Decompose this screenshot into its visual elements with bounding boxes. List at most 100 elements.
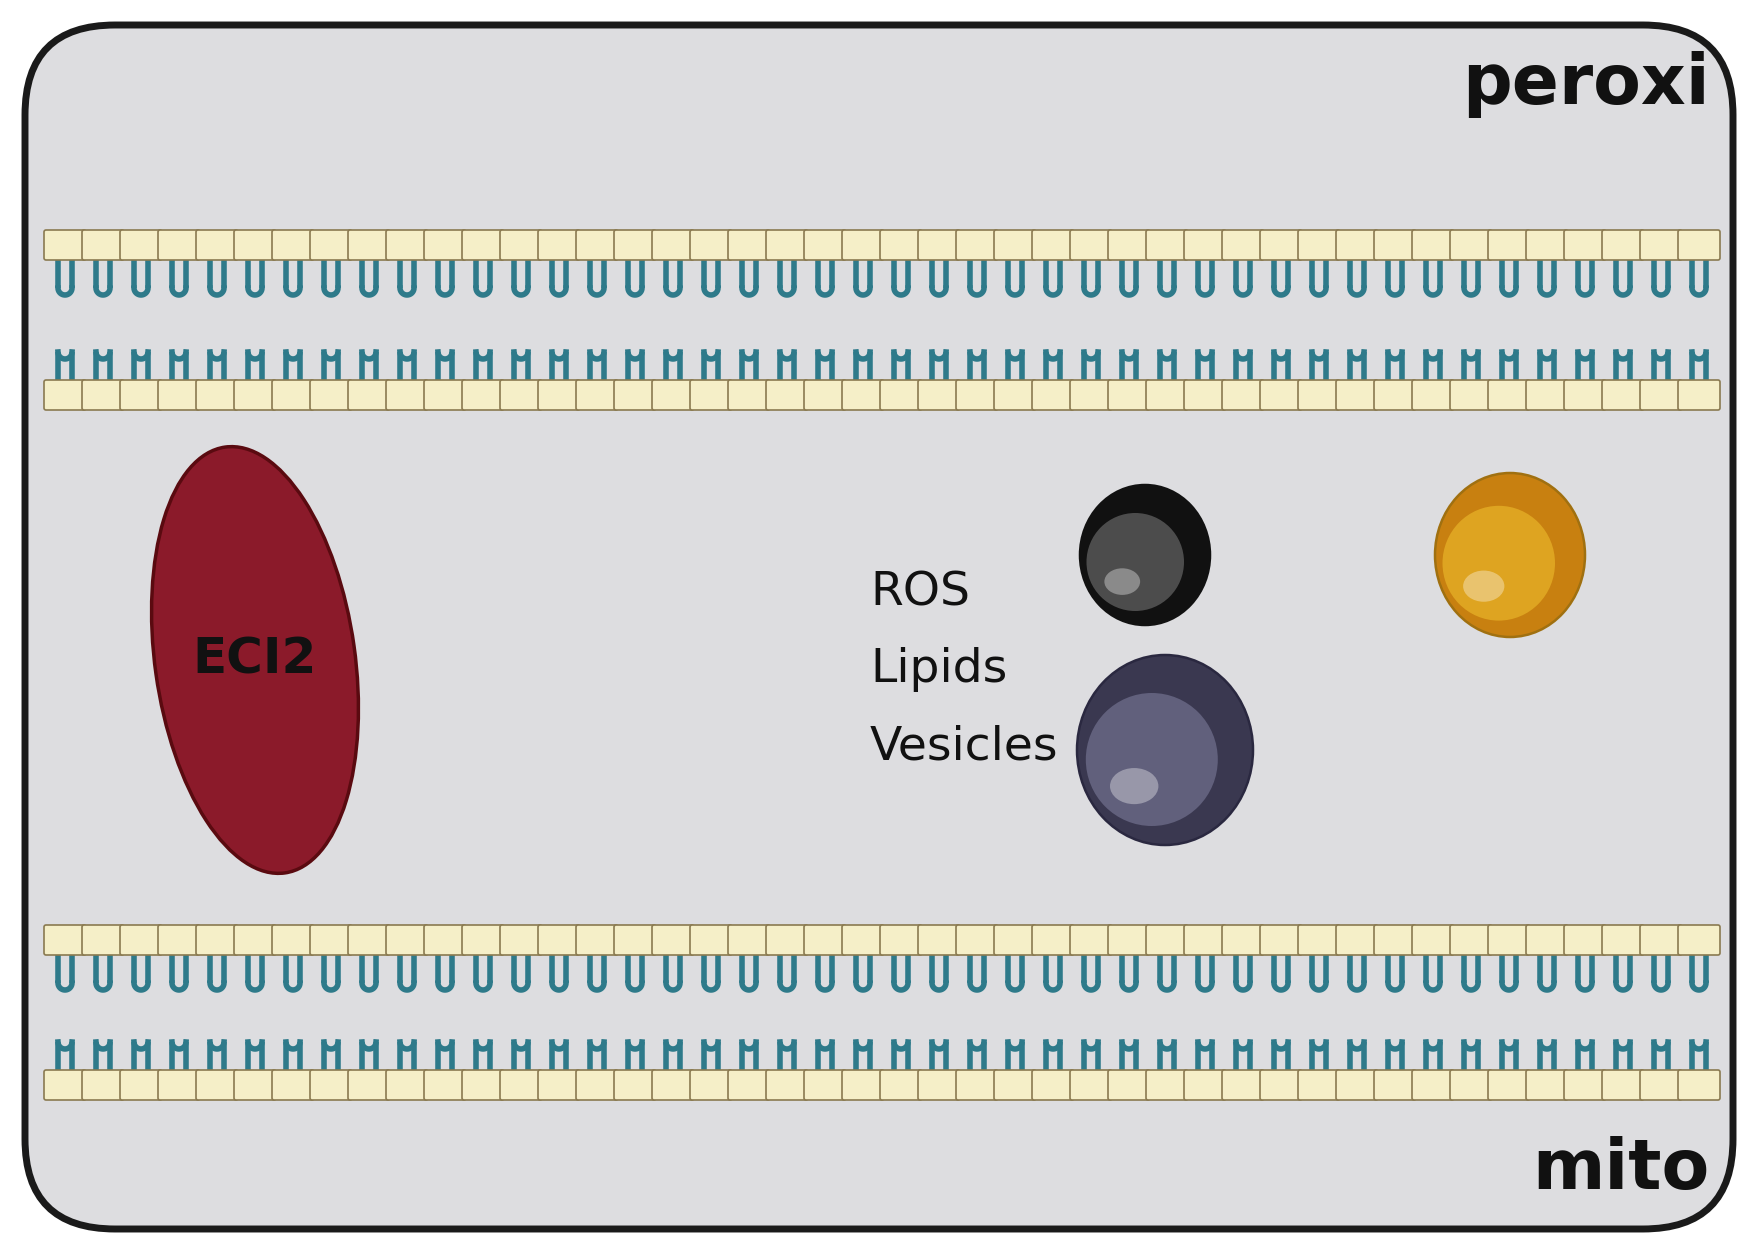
FancyBboxPatch shape xyxy=(1564,1070,1606,1100)
FancyBboxPatch shape xyxy=(613,925,655,956)
FancyBboxPatch shape xyxy=(25,25,1732,1229)
FancyBboxPatch shape xyxy=(1221,229,1263,260)
Ellipse shape xyxy=(1077,655,1253,845)
FancyBboxPatch shape xyxy=(1411,925,1453,956)
FancyBboxPatch shape xyxy=(1486,380,1529,410)
Text: ROS
Lipids
Vesicles: ROS Lipids Vesicles xyxy=(870,571,1058,769)
FancyBboxPatch shape xyxy=(956,229,998,260)
FancyBboxPatch shape xyxy=(158,1070,200,1100)
FancyBboxPatch shape xyxy=(1639,380,1681,410)
FancyBboxPatch shape xyxy=(1335,1070,1377,1100)
FancyBboxPatch shape xyxy=(119,925,162,956)
FancyBboxPatch shape xyxy=(423,925,466,956)
FancyBboxPatch shape xyxy=(1411,380,1453,410)
FancyBboxPatch shape xyxy=(613,229,655,260)
FancyBboxPatch shape xyxy=(842,1070,884,1100)
FancyBboxPatch shape xyxy=(309,1070,351,1100)
FancyBboxPatch shape xyxy=(766,1070,808,1100)
FancyBboxPatch shape xyxy=(1297,229,1339,260)
FancyBboxPatch shape xyxy=(423,229,466,260)
FancyBboxPatch shape xyxy=(1182,1070,1225,1100)
FancyBboxPatch shape xyxy=(1374,229,1414,260)
FancyBboxPatch shape xyxy=(1182,925,1225,956)
FancyBboxPatch shape xyxy=(652,380,694,410)
FancyBboxPatch shape xyxy=(1639,925,1681,956)
FancyBboxPatch shape xyxy=(158,925,200,956)
FancyBboxPatch shape xyxy=(348,925,390,956)
FancyBboxPatch shape xyxy=(1107,1070,1149,1100)
FancyBboxPatch shape xyxy=(119,229,162,260)
FancyBboxPatch shape xyxy=(1486,229,1529,260)
FancyBboxPatch shape xyxy=(1564,380,1606,410)
Ellipse shape xyxy=(1086,513,1182,611)
Ellipse shape xyxy=(1462,571,1504,602)
FancyBboxPatch shape xyxy=(993,380,1035,410)
FancyBboxPatch shape xyxy=(842,229,884,260)
FancyBboxPatch shape xyxy=(1374,925,1414,956)
FancyBboxPatch shape xyxy=(1182,380,1225,410)
FancyBboxPatch shape xyxy=(842,380,884,410)
FancyBboxPatch shape xyxy=(44,1070,86,1100)
FancyBboxPatch shape xyxy=(727,229,770,260)
FancyBboxPatch shape xyxy=(1525,925,1567,956)
FancyBboxPatch shape xyxy=(1486,925,1529,956)
FancyBboxPatch shape xyxy=(462,925,504,956)
FancyBboxPatch shape xyxy=(387,925,427,956)
Ellipse shape xyxy=(151,446,358,873)
FancyBboxPatch shape xyxy=(1335,229,1377,260)
FancyBboxPatch shape xyxy=(195,380,237,410)
FancyBboxPatch shape xyxy=(83,1070,125,1100)
FancyBboxPatch shape xyxy=(1601,925,1643,956)
FancyBboxPatch shape xyxy=(1260,229,1302,260)
FancyBboxPatch shape xyxy=(1601,229,1643,260)
FancyBboxPatch shape xyxy=(462,229,504,260)
FancyBboxPatch shape xyxy=(1676,229,1718,260)
Ellipse shape xyxy=(1434,473,1585,637)
FancyBboxPatch shape xyxy=(917,380,959,410)
FancyBboxPatch shape xyxy=(956,1070,998,1100)
FancyBboxPatch shape xyxy=(44,925,86,956)
FancyBboxPatch shape xyxy=(956,925,998,956)
FancyBboxPatch shape xyxy=(880,1070,921,1100)
FancyBboxPatch shape xyxy=(272,1070,315,1100)
FancyBboxPatch shape xyxy=(499,380,541,410)
FancyBboxPatch shape xyxy=(1297,1070,1339,1100)
FancyBboxPatch shape xyxy=(309,380,351,410)
FancyBboxPatch shape xyxy=(1297,925,1339,956)
FancyBboxPatch shape xyxy=(1297,380,1339,410)
Ellipse shape xyxy=(1086,693,1218,826)
FancyBboxPatch shape xyxy=(499,925,541,956)
FancyBboxPatch shape xyxy=(1639,229,1681,260)
Text: ECI2: ECI2 xyxy=(193,636,316,683)
FancyBboxPatch shape xyxy=(689,925,731,956)
FancyBboxPatch shape xyxy=(272,229,315,260)
FancyBboxPatch shape xyxy=(1107,380,1149,410)
FancyBboxPatch shape xyxy=(1601,380,1643,410)
FancyBboxPatch shape xyxy=(1031,925,1074,956)
FancyBboxPatch shape xyxy=(423,1070,466,1100)
FancyBboxPatch shape xyxy=(1601,1070,1643,1100)
FancyBboxPatch shape xyxy=(766,229,808,260)
FancyBboxPatch shape xyxy=(83,925,125,956)
FancyBboxPatch shape xyxy=(1335,925,1377,956)
FancyBboxPatch shape xyxy=(387,1070,427,1100)
Text: mito: mito xyxy=(1532,1136,1710,1204)
FancyBboxPatch shape xyxy=(499,229,541,260)
FancyBboxPatch shape xyxy=(727,380,770,410)
Ellipse shape xyxy=(1103,568,1140,594)
FancyBboxPatch shape xyxy=(1374,1070,1414,1100)
FancyBboxPatch shape xyxy=(1031,1070,1074,1100)
FancyBboxPatch shape xyxy=(576,925,618,956)
FancyBboxPatch shape xyxy=(1221,380,1263,410)
FancyBboxPatch shape xyxy=(613,1070,655,1100)
FancyBboxPatch shape xyxy=(1525,229,1567,260)
FancyBboxPatch shape xyxy=(1450,1070,1492,1100)
FancyBboxPatch shape xyxy=(234,229,276,260)
FancyBboxPatch shape xyxy=(917,925,959,956)
FancyBboxPatch shape xyxy=(880,925,921,956)
FancyBboxPatch shape xyxy=(1525,1070,1567,1100)
FancyBboxPatch shape xyxy=(234,1070,276,1100)
FancyBboxPatch shape xyxy=(652,229,694,260)
FancyBboxPatch shape xyxy=(766,925,808,956)
FancyBboxPatch shape xyxy=(917,1070,959,1100)
